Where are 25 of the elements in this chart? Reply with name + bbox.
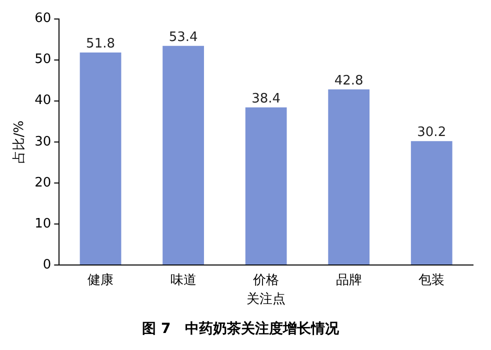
y-tick-label: 50	[34, 52, 52, 68]
x-tick-label: 价格	[252, 273, 280, 288]
y-axis-title: 占比/%	[12, 120, 28, 164]
x-tick-label: 包装	[418, 273, 445, 288]
text: 图 7 中药奶茶关注度增长情况	[142, 320, 340, 338]
data-label: 53.4	[168, 30, 198, 45]
x-axis-title: 关注点	[246, 292, 286, 307]
bar	[245, 107, 287, 264]
bar	[162, 46, 204, 264]
data-label: 51.8	[86, 36, 116, 52]
y-tick-label: 0	[42, 257, 52, 272]
y-tick-label: 40	[34, 93, 52, 108]
data-label: 38.4	[252, 91, 281, 106]
y-tick-label: 30	[34, 134, 52, 150]
y-tick-label: 20	[34, 175, 52, 190]
x-tick-label: 品牌	[336, 273, 362, 288]
data-label: 30.2	[417, 124, 446, 140]
data-label: 42.8	[334, 73, 364, 88]
x-tick-label: 味道	[170, 273, 196, 288]
bar	[410, 141, 452, 264]
bar	[80, 52, 122, 264]
bar	[328, 89, 370, 264]
y-tick-label: 10	[34, 216, 52, 232]
y-tick-label: 60	[34, 11, 52, 26]
x-tick-label: 健康	[88, 273, 114, 288]
